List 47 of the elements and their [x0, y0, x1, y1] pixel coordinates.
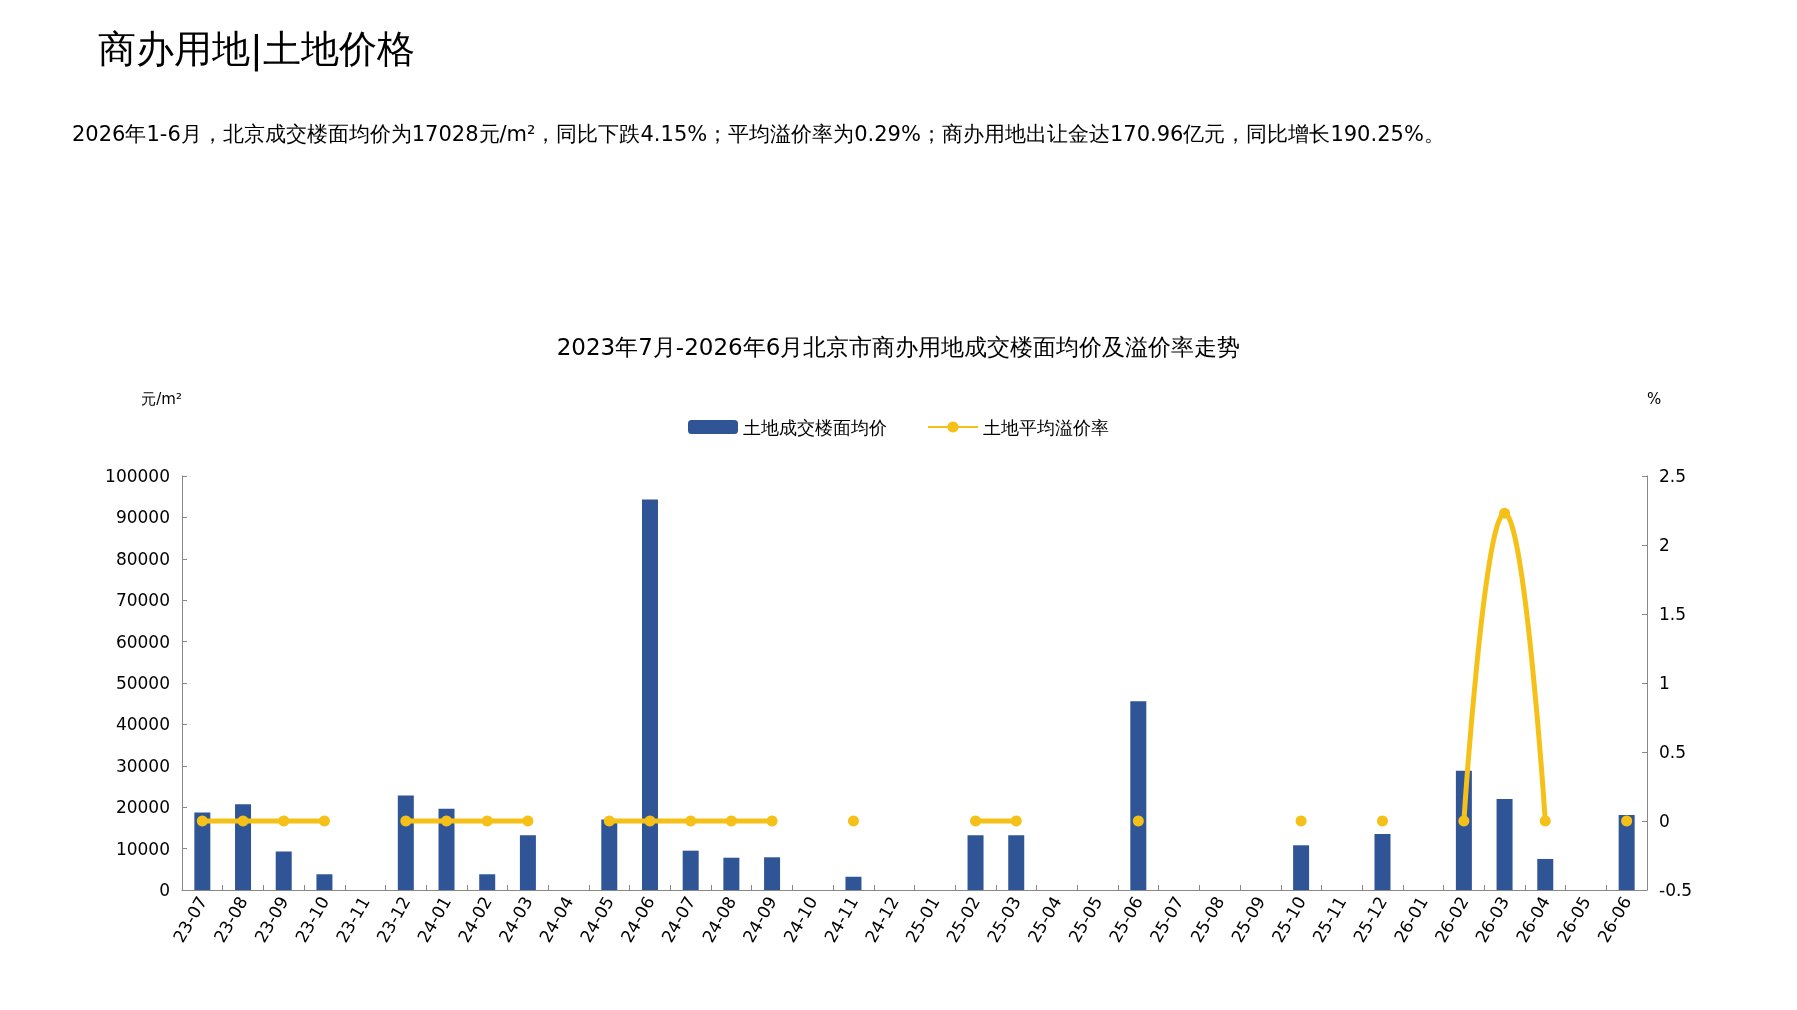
y-tick-label: 30000	[115, 755, 170, 776]
bar	[1130, 701, 1147, 890]
y-tick-label: 40000	[115, 714, 170, 735]
y2-axis-title: %	[1647, 389, 1662, 408]
bar	[1618, 815, 1635, 890]
y-tick-label: 80000	[115, 548, 170, 569]
text: 2026年1-6月，北京成交楼面均价为17028元/m²，同比下跌4.15%；平均溢价率为0.29%；商办用地出让金达170.96亿元，同比增长190.25%。	[72, 121, 1445, 146]
y-tick-label: 70000	[115, 590, 170, 611]
y2-tick-label: 2	[1659, 535, 1670, 555]
y-tick-label: 10000	[115, 838, 170, 859]
y2-tick-label: 1.5	[1659, 604, 1687, 624]
y2-tick-label: 0	[1659, 811, 1670, 831]
bar	[194, 812, 211, 890]
y2-tick-label: 0.5	[1659, 742, 1687, 762]
legend-label: 土地成交楼面均价	[743, 416, 887, 438]
y-tick-label: 90000	[115, 507, 170, 528]
bar	[1374, 834, 1391, 890]
legend-label: 土地平均溢价率	[983, 416, 1109, 438]
bar	[641, 499, 658, 890]
y-tick-label: 60000	[115, 631, 170, 652]
bar	[723, 857, 740, 890]
y2-tick-label: 2.5	[1659, 466, 1687, 486]
bar	[397, 795, 414, 890]
text: 商办用地|土地价格	[98, 27, 415, 72]
bar	[967, 835, 984, 890]
bar	[438, 808, 455, 890]
bar	[519, 835, 536, 890]
bar	[235, 804, 252, 890]
y-tick-label: 20000	[115, 797, 170, 818]
bar	[764, 857, 781, 890]
bar	[316, 874, 333, 890]
y2-tick-label: 1	[1659, 673, 1670, 693]
bar	[1008, 835, 1025, 890]
bar	[275, 851, 292, 890]
y-tick-label: 0	[159, 880, 170, 900]
bar	[845, 876, 862, 890]
y-tick-label: 100000	[105, 466, 170, 486]
y-tick-label: 50000	[115, 673, 170, 693]
y-axis-title: 元/m²	[141, 389, 182, 408]
bar	[1496, 798, 1513, 890]
bar	[479, 874, 496, 890]
y2-tick-label: -0.5	[1659, 880, 1693, 900]
bar	[682, 850, 699, 890]
bar	[1537, 858, 1554, 890]
chart-title: 2023年7月-2026年6月北京市商办用地成交楼面均价及溢价率走势	[556, 333, 1241, 360]
bar	[1293, 845, 1310, 890]
bar	[601, 819, 618, 890]
